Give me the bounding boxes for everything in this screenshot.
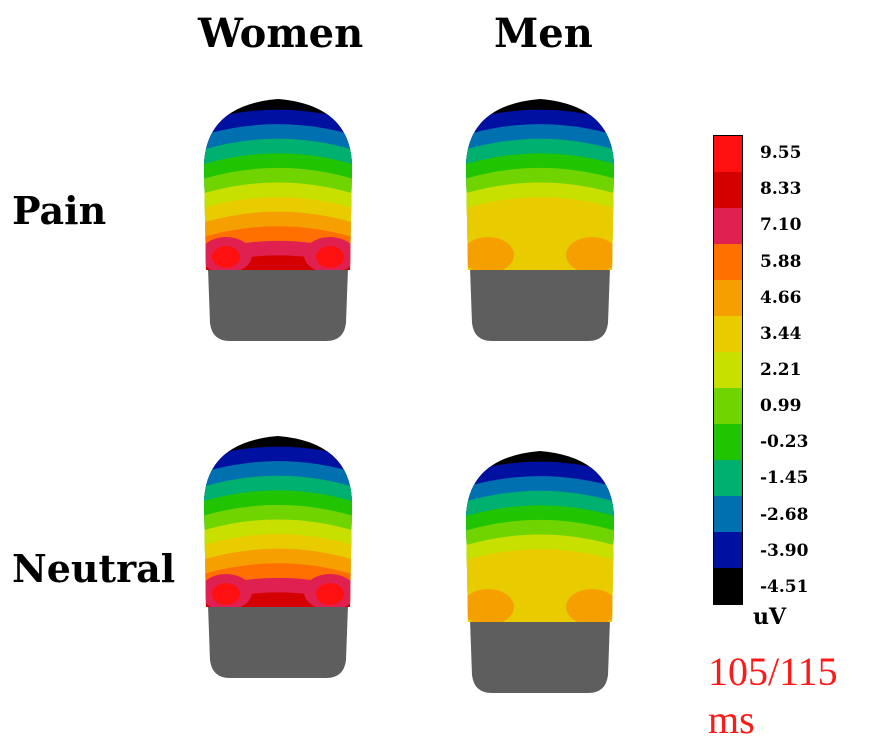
- color-scale-tick-label: -1.45: [760, 468, 809, 489]
- head-map-pain-women: [198, 95, 358, 345]
- scalp-topography: [466, 451, 614, 693]
- color-scale-swatch: [714, 388, 742, 424]
- color-scale-swatch: [714, 280, 742, 316]
- row-title-pain: Pain: [12, 188, 107, 233]
- lateral-hotspot-core: [316, 583, 344, 605]
- neck-region: [470, 620, 610, 693]
- lateral-hotspot-core: [212, 246, 240, 268]
- lateral-hotspot-core: [474, 598, 502, 620]
- lateral-hotspot-core: [578, 246, 606, 268]
- head-map-neutral-women: [198, 432, 358, 682]
- color-scale-swatch: [714, 208, 742, 244]
- color-scale-swatch: [714, 496, 742, 532]
- color-scale-swatch: [714, 532, 742, 568]
- head-map-neutral-men: [460, 447, 620, 697]
- scalp-topography: [204, 99, 352, 341]
- scalp-topography: [466, 99, 614, 341]
- lateral-hotspot-core: [316, 246, 344, 268]
- color-scale-swatch: [714, 244, 742, 280]
- lateral-hotspot-core: [212, 583, 240, 605]
- color-scale-tick-label: 4.66: [760, 287, 802, 308]
- scalp-topography: [204, 436, 352, 678]
- lateral-hotspot-core: [578, 598, 606, 620]
- color-scale-swatch: [714, 352, 742, 388]
- head-map-pain-men: [460, 95, 620, 345]
- color-scale-swatch: [714, 136, 742, 172]
- row-title-neutral: Neutral: [12, 546, 176, 591]
- column-title-men: Men: [494, 10, 593, 57]
- neck-region: [208, 605, 348, 678]
- color-scale-swatch: [714, 460, 742, 496]
- color-scale-tick-label: 7.10: [760, 215, 802, 236]
- color-scale-tick-label: 8.33: [760, 179, 802, 200]
- lateral-hotspot-core: [474, 246, 502, 268]
- color-scale-bar: [713, 135, 743, 605]
- color-scale-tick-label: 2.21: [760, 360, 802, 380]
- color-scale-unit: uV: [753, 604, 787, 630]
- color-scale-swatch: [714, 172, 742, 208]
- color-scale-tick-label: -2.68: [760, 504, 809, 525]
- color-scale-tick-label: 5.88: [760, 251, 802, 272]
- color-scale-tick-label: -4.51: [760, 576, 809, 597]
- column-title-women: Women: [198, 10, 364, 57]
- color-scale-tick-label: 3.44: [760, 323, 802, 344]
- neck-region: [208, 268, 348, 341]
- color-scale-swatch: [714, 568, 742, 604]
- color-scale-tick-label: -3.90: [760, 540, 809, 561]
- color-scale-swatch: [714, 424, 742, 460]
- color-scale-swatch: [714, 316, 742, 352]
- color-scale-tick-label: 0.99: [760, 396, 802, 417]
- color-scale-tick-labels: 9.55 8.33 7.10 5.88 4.66 3.44 2.21 0.99 -0.23 -1.…: [760, 135, 820, 605]
- neck-region: [470, 268, 610, 341]
- color-scale-tick-label: 9.55: [760, 143, 802, 164]
- color-scale-tick-label: -0.23: [760, 432, 809, 453]
- time-window-label: 105/115 ms: [708, 649, 838, 742]
